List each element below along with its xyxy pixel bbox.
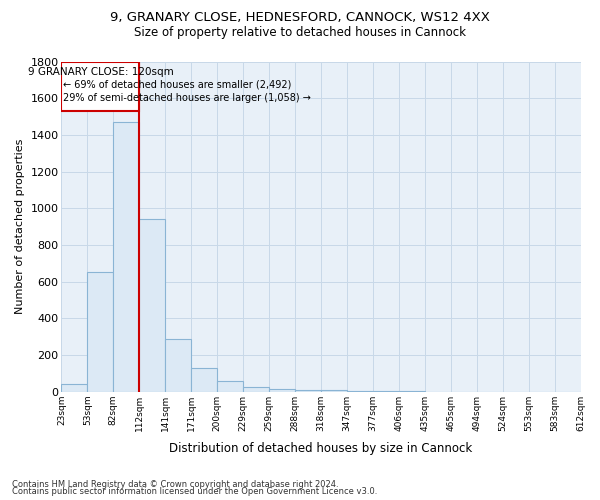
Bar xyxy=(321,390,347,392)
Bar xyxy=(217,380,243,392)
Text: 9, GRANARY CLOSE, HEDNESFORD, CANNOCK, WS12 4XX: 9, GRANARY CLOSE, HEDNESFORD, CANNOCK, W… xyxy=(110,11,490,24)
Bar xyxy=(269,389,295,392)
Text: ← 69% of detached houses are smaller (2,492): ← 69% of detached houses are smaller (2,… xyxy=(63,80,291,90)
Text: 29% of semi-detached houses are larger (1,058) →: 29% of semi-detached houses are larger (… xyxy=(63,92,311,102)
Bar xyxy=(88,272,113,392)
Bar xyxy=(61,384,88,392)
Text: Size of property relative to detached houses in Cannock: Size of property relative to detached ho… xyxy=(134,26,466,39)
Bar xyxy=(373,391,399,392)
X-axis label: Distribution of detached houses by size in Cannock: Distribution of detached houses by size … xyxy=(169,442,473,455)
Bar xyxy=(347,391,373,392)
Bar xyxy=(191,368,217,392)
Bar xyxy=(113,122,139,392)
Y-axis label: Number of detached properties: Number of detached properties xyxy=(15,139,25,314)
FancyBboxPatch shape xyxy=(61,62,139,111)
Bar xyxy=(139,220,165,392)
Text: Contains HM Land Registry data © Crown copyright and database right 2024.: Contains HM Land Registry data © Crown c… xyxy=(12,480,338,489)
Text: Contains public sector information licensed under the Open Government Licence v3: Contains public sector information licen… xyxy=(12,488,377,496)
Bar xyxy=(165,338,191,392)
Bar xyxy=(295,390,321,392)
Bar xyxy=(243,387,269,392)
Text: 9 GRANARY CLOSE: 120sqm: 9 GRANARY CLOSE: 120sqm xyxy=(28,67,173,77)
